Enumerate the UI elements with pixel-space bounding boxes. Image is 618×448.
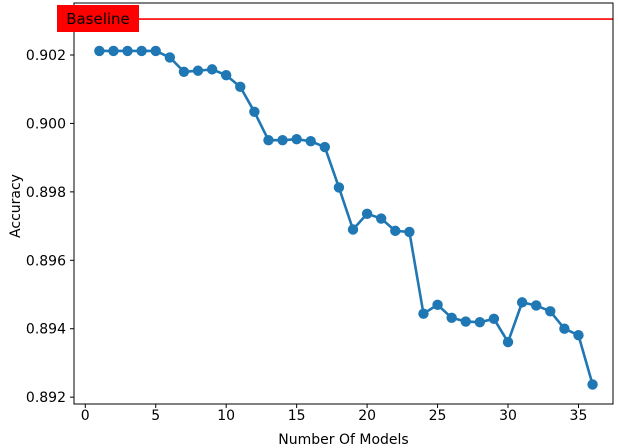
data-point-marker bbox=[418, 308, 429, 319]
x-axis-tick-label: 20 bbox=[358, 408, 376, 424]
data-point-marker bbox=[178, 66, 190, 77]
data-point-marker bbox=[446, 312, 457, 323]
data-point-marker bbox=[460, 316, 471, 327]
y-axis-tick-label: 0.898 bbox=[26, 185, 66, 201]
x-axis-title: Number Of Models bbox=[278, 432, 408, 448]
data-point-marker bbox=[192, 65, 204, 76]
data-point-marker bbox=[108, 45, 119, 57]
data-point-marker bbox=[305, 136, 316, 147]
data-point-marker bbox=[516, 297, 528, 308]
baseline-label-box bbox=[57, 5, 139, 32]
data-point-marker bbox=[404, 226, 415, 238]
x-axis-tick-label: 30 bbox=[499, 408, 517, 424]
data-point-marker bbox=[347, 224, 359, 235]
data-point-marker bbox=[333, 182, 345, 193]
data-point-marker bbox=[263, 135, 274, 146]
data-point-marker bbox=[206, 64, 218, 75]
data-point-marker bbox=[220, 69, 232, 81]
y-axis-tick-label: 0.896 bbox=[26, 253, 66, 269]
data-point-marker bbox=[474, 317, 486, 328]
data-point-marker bbox=[235, 81, 246, 93]
data-point-marker bbox=[150, 45, 161, 57]
y-axis-tick-label: 0.894 bbox=[26, 322, 66, 338]
y-axis-tick-label: 0.902 bbox=[26, 48, 66, 64]
y-axis-tick-label: 0.900 bbox=[26, 116, 66, 132]
data-point-marker bbox=[361, 208, 373, 219]
data-point-marker bbox=[319, 141, 331, 153]
data-point-marker bbox=[136, 45, 147, 57]
data-point-marker bbox=[291, 133, 302, 145]
data-point-marker bbox=[164, 52, 176, 63]
data-point-marker bbox=[545, 306, 556, 317]
x-axis-tick-label: 0 bbox=[81, 408, 90, 424]
data-point-marker bbox=[502, 336, 514, 348]
x-axis-tick-label: 5 bbox=[151, 408, 160, 424]
data-point-marker bbox=[94, 45, 105, 57]
data-point-marker bbox=[559, 323, 570, 334]
y-axis-tick-label: 0.892 bbox=[26, 390, 66, 406]
data-point-marker bbox=[122, 45, 133, 57]
x-axis-tick-label: 25 bbox=[429, 408, 447, 424]
x-axis-tick-label: 15 bbox=[288, 408, 306, 424]
data-point-marker bbox=[375, 213, 387, 224]
data-point-marker bbox=[531, 300, 542, 311]
data-point-marker bbox=[432, 299, 443, 310]
series-line bbox=[98, 49, 594, 386]
x-axis-tick-label: 10 bbox=[217, 408, 235, 424]
baseline-label: Baseline bbox=[66, 10, 130, 28]
plot-border bbox=[73, 2, 614, 405]
data-point-marker bbox=[249, 106, 260, 118]
data-point-marker bbox=[587, 379, 598, 390]
data-point-marker bbox=[277, 135, 288, 146]
x-axis-tick-label: 35 bbox=[570, 408, 588, 424]
data-point-marker bbox=[488, 313, 500, 325]
data-point-marker bbox=[390, 225, 401, 237]
y-axis-title: Accuracy bbox=[8, 174, 24, 238]
data-point-marker bbox=[573, 330, 584, 341]
